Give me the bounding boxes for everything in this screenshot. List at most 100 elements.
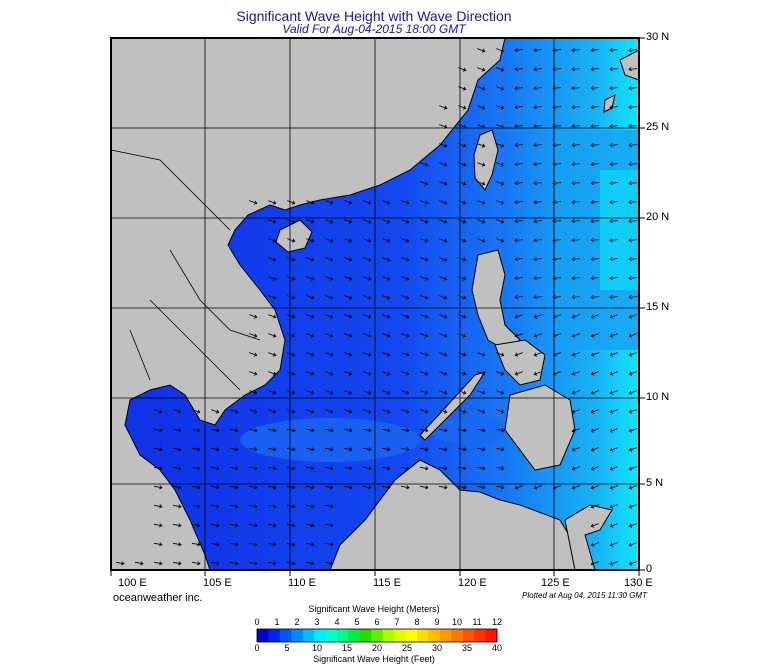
wave-arrow-head (443, 390, 448, 395)
wave-arrow (172, 504, 182, 508)
wave-arrow-head (552, 333, 557, 338)
wave-arrow (191, 485, 201, 489)
wave-arrow (515, 314, 523, 318)
wave-arrow (609, 258, 619, 260)
wave-arrow-head (463, 466, 467, 471)
wave-arrow-head (178, 428, 182, 433)
wave-arrow (305, 542, 315, 546)
wave-arrow (134, 561, 144, 565)
wave-arrow (287, 333, 295, 337)
wave-arrow-head (462, 143, 467, 148)
wave-arrow-head (367, 219, 372, 224)
wave-arrow-head (628, 86, 632, 91)
wave-arrow-head (481, 371, 486, 376)
wave-arrow-head (310, 409, 315, 414)
wave-arrow (324, 561, 334, 565)
wave-arrow-head (291, 390, 296, 395)
wave-arrow (343, 466, 353, 470)
wave-arrow-head (609, 48, 613, 53)
wave-arrow-head (330, 485, 334, 490)
wave-arrow-head (571, 428, 576, 433)
wave-arrow-head (514, 200, 518, 205)
colorbar-swatch (417, 629, 429, 642)
wave-arrow-head (514, 67, 518, 72)
wave-arrow-head (273, 447, 277, 452)
wave-arrow (420, 409, 428, 413)
wave-arrow-head (367, 352, 372, 357)
wave-arrow-head (291, 409, 296, 414)
wave-arrow-head (310, 371, 315, 376)
wave-arrow (514, 87, 524, 89)
wave-arrow-head (443, 124, 448, 129)
wave-arrow (439, 181, 447, 185)
wave-arrow (629, 523, 637, 527)
wave-arrow (458, 257, 466, 261)
wave-arrow-head (216, 428, 220, 433)
wave-arrow-head (235, 428, 239, 433)
wave-arrow (571, 49, 581, 51)
wave-arrow-head (500, 86, 505, 91)
wave-arrow (324, 447, 334, 451)
colorbar-swatch (439, 629, 452, 642)
wave-arrow (287, 371, 295, 375)
wave-arrow (267, 428, 277, 432)
wave-arrow (173, 409, 181, 413)
wave-arrow-head (425, 485, 429, 490)
land (111, 38, 639, 570)
wave-arrow-head (424, 276, 429, 281)
wave-arrow (248, 447, 258, 451)
wave-arrow (382, 314, 390, 318)
wave-arrow-head (571, 200, 575, 205)
wave-arrow (362, 428, 372, 432)
wave-arrow (514, 68, 524, 70)
wave-arrow (571, 258, 581, 260)
wave-arrow (210, 447, 220, 451)
wave-arrow (553, 371, 561, 375)
wave-arrow (553, 485, 561, 489)
wave-arrow (286, 485, 296, 489)
wave-arrow (438, 466, 448, 470)
wave-arrow (363, 333, 371, 337)
wave-arrow (172, 523, 182, 527)
wave-arrow (400, 466, 410, 470)
wave-arrow-head (609, 105, 613, 110)
wave-arrow-head (443, 181, 448, 186)
wave-arrow-head (367, 409, 372, 414)
wave-arrow (363, 314, 371, 318)
wave-arrow-head (443, 352, 448, 357)
wave-arrow-head (291, 200, 296, 205)
wave-arrow (458, 371, 466, 375)
wave-arrow-head (272, 409, 277, 414)
wave-arrow-head (292, 447, 296, 452)
wave-arrow-head (178, 485, 182, 490)
wave-arrow-head (291, 276, 296, 281)
wave-arrow (552, 68, 562, 70)
wave-arrow (571, 277, 581, 279)
wave-arrow-head (462, 409, 467, 414)
wave-arrow-head (552, 48, 556, 53)
wave-arrow (552, 144, 562, 146)
wave-arrow-head (481, 219, 486, 224)
wave-arrow (629, 504, 637, 508)
wave-arrow (533, 49, 543, 51)
wave-arrow-head (405, 390, 410, 395)
wave-arrow-head (552, 124, 556, 129)
wave-arrow-head (368, 466, 372, 471)
wave-arrow-head (178, 466, 182, 471)
wave-arrow-head (329, 238, 334, 243)
meters-tick-label: 6 (374, 617, 380, 627)
wave-arrow-head (571, 485, 576, 490)
wave-arrow (552, 201, 562, 203)
wave-arrow-head (609, 409, 614, 414)
wave-arrow (305, 485, 315, 489)
wave-arrow (248, 504, 258, 508)
colorbar-meters-title: Significant Wave Height (Meters) (308, 604, 440, 614)
wave-arrow-head (253, 200, 258, 205)
wave-arrow-head (628, 295, 632, 300)
wave-arrow (210, 523, 220, 527)
wave-arrow-head (628, 371, 633, 376)
wave-arrow (496, 238, 504, 242)
wave-arrow-head (571, 143, 575, 148)
wave-arrow (458, 219, 466, 223)
meters-tick-label: 3 (314, 617, 320, 627)
